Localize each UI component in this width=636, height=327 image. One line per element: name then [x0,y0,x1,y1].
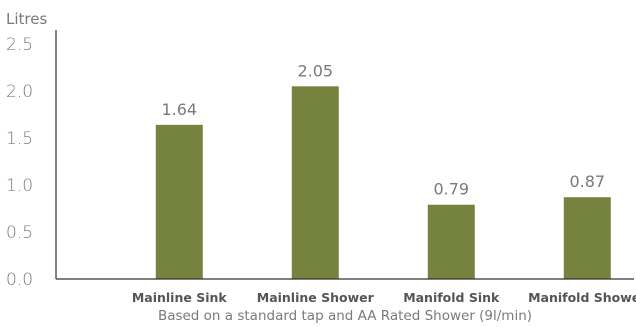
bar-value-label: 2.05 [297,61,333,80]
y-tick-label: 2.5 [6,35,33,55]
category-labels: Mainline Sink Mainline Shower Manifold Sin… [132,290,636,305]
bar [155,124,203,279]
bar-value-label: 1.64 [161,100,197,119]
y-tick-label: 2.0 [6,82,33,102]
bar-value-label: 0.79 [433,180,469,199]
bar [427,204,475,279]
chart-footnote: Based on a standard tap and AA Rated Sho… [158,308,532,324]
bar-value-label: 0.87 [569,172,605,191]
y-unit-label: Litres [6,10,47,28]
value-labels: 1.64 2.05 0.79 0.87 [161,61,605,198]
y-tick-label: 1.0 [6,176,33,196]
bar [291,86,339,279]
category-label: Mainline Sink [132,290,228,305]
category-label: Manifold Shower [528,290,636,305]
bars [155,86,611,279]
y-tick-label: 0.0 [6,270,33,290]
y-axis-ticks: 0.0 0.5 1.0 1.5 2.0 2.5 [6,35,33,290]
category-label: Mainline Shower [257,290,375,305]
y-tick-label: 0.5 [6,223,33,243]
bar [563,197,611,279]
category-label: Manifold Sink [403,290,500,305]
y-tick-label: 1.5 [6,129,33,149]
